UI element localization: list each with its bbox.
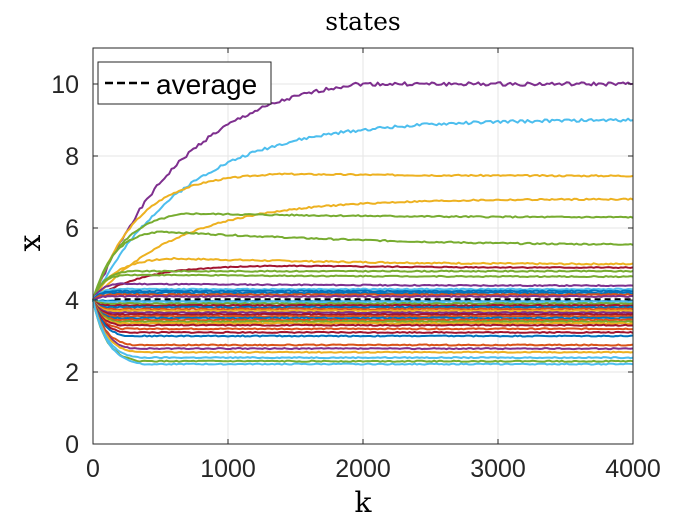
series-line-s15 (92, 293, 634, 301)
series-line-s38 (92, 299, 634, 360)
series-line-s37 (92, 299, 634, 354)
series-line-s29 (92, 299, 634, 324)
series-line-s36 (92, 299, 634, 351)
series-line-s40 (92, 299, 634, 366)
y-tick-label: 4 (65, 287, 79, 315)
series-layer (92, 81, 634, 366)
series-line-s24 (92, 299, 634, 315)
series-line-s19 (92, 299, 634, 306)
series-line-s12 (92, 287, 634, 301)
legend-box (97, 61, 272, 105)
series-line-s06 (92, 230, 634, 301)
x-tick-label: 4000 (605, 455, 661, 483)
x-tick-label: 3000 (470, 455, 526, 483)
legend-average-label: average (156, 69, 257, 100)
series-line-s11 (92, 282, 634, 301)
x-axis-label: k (355, 486, 373, 519)
ticks: 0 1000 2000 3000 4000 0 2 4 6 8 10 (51, 48, 661, 483)
chart-title: states (325, 7, 400, 36)
series-line-s28 (92, 299, 634, 322)
series-line-s30 (92, 299, 634, 325)
series-line-s09 (92, 269, 634, 301)
series-line-s21 (92, 299, 634, 309)
y-axis-label: x (13, 234, 48, 251)
y-tick-label: 0 (65, 431, 79, 459)
series-line-s20 (92, 299, 634, 307)
series-line-s31 (92, 299, 634, 327)
y-tick-label: 8 (65, 143, 79, 171)
series-line-s01 (92, 81, 634, 301)
series-line-s03 (92, 172, 634, 301)
series-line-s14 (92, 291, 634, 301)
x-tick-label: 1000 (200, 455, 256, 483)
series-line-s34 (92, 299, 634, 338)
series-line-s10 (92, 273, 634, 301)
series-line-s22 (92, 299, 634, 311)
x-tick-label: 0 (86, 455, 100, 483)
legend: average (97, 61, 272, 105)
series-line-s39 (92, 299, 634, 363)
series-line-s16 (92, 294, 634, 301)
series-line-s27 (92, 299, 634, 320)
series-line-s23 (92, 299, 634, 313)
y-tick-label: 10 (51, 71, 79, 99)
series-line-s33 (92, 299, 634, 334)
series-line-s35 (92, 299, 634, 347)
series-line-s32 (92, 299, 634, 331)
series-line-s13 (92, 289, 634, 301)
series-line-s26 (92, 299, 634, 318)
y-tick-label: 2 (65, 359, 79, 387)
series-line-s18 (92, 299, 634, 304)
series-line-s05 (92, 212, 634, 301)
series-line-s04 (92, 197, 634, 301)
series-line-s07 (92, 256, 634, 301)
y-tick-label: 6 (65, 215, 79, 243)
x-tick-label: 2000 (335, 455, 391, 483)
